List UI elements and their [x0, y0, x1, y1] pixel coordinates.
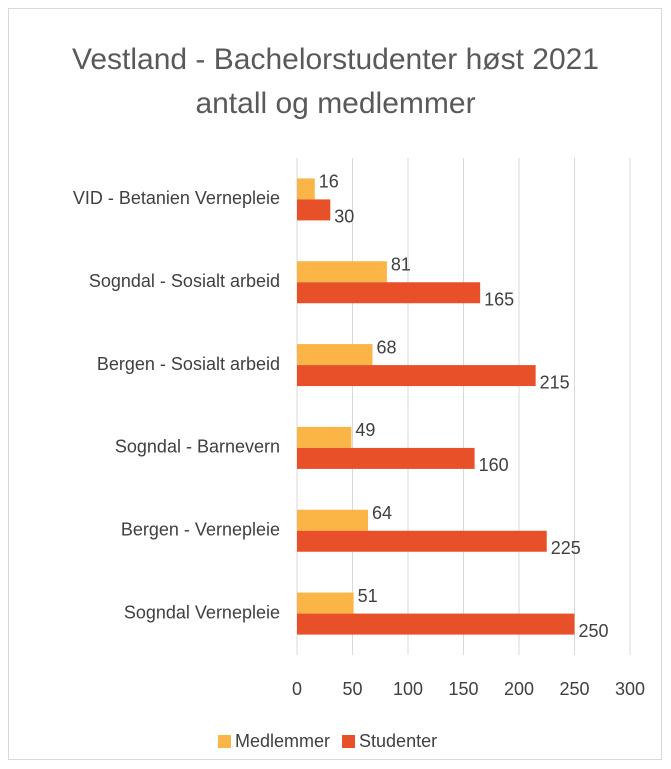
x-tick-label: 250 — [559, 679, 589, 699]
data-label: 64 — [372, 503, 392, 523]
y-tick-label: Sogndal - Barnevern — [115, 437, 280, 457]
x-tick-label: 150 — [448, 679, 478, 699]
y-tick-label: Sogndal - Sosialt arbeid — [89, 271, 280, 291]
x-tick-label: 200 — [504, 679, 534, 699]
bar — [297, 261, 387, 283]
bar — [297, 344, 373, 366]
data-label: 165 — [484, 290, 514, 310]
data-label: 81 — [391, 255, 411, 275]
y-tick-label: VID - Betanien Vernepleie — [73, 188, 280, 208]
legend-swatch — [342, 735, 356, 748]
bar — [297, 447, 475, 469]
chart-title: Vestland - Bachelorstudenter høst 2021 a… — [72, 43, 599, 120]
data-label: 160 — [479, 455, 509, 475]
data-label: 30 — [334, 207, 354, 227]
data-label: 225 — [551, 538, 581, 558]
bar — [297, 199, 331, 221]
x-tick-label: 0 — [292, 679, 302, 699]
y-tick-label: Sogndal Vernepleie — [124, 602, 280, 622]
data-label: 68 — [376, 337, 396, 357]
data-label: 16 — [319, 172, 339, 192]
bar — [297, 426, 352, 448]
x-tick-label: 300 — [615, 679, 645, 699]
y-tick-label: Bergen - Sosialt arbeid — [97, 354, 280, 374]
legend-label: Studenter — [359, 731, 437, 751]
data-label: 49 — [355, 420, 375, 440]
y-tick-label: Bergen - Vernepleie — [121, 520, 280, 540]
x-tick-label: 50 — [342, 679, 362, 699]
legend-swatch — [218, 735, 231, 748]
bar — [297, 509, 369, 531]
bar — [297, 365, 536, 387]
bar — [297, 613, 575, 635]
data-label: 250 — [579, 621, 609, 641]
legend-label: Medlemmer — [235, 731, 330, 751]
bar — [297, 282, 481, 304]
data-label: 51 — [358, 586, 378, 606]
bar — [297, 530, 547, 552]
chart-border — [8, 8, 662, 760]
x-tick-label: 100 — [393, 679, 423, 699]
bar — [297, 178, 315, 200]
bar — [297, 592, 354, 614]
data-label: 215 — [540, 372, 570, 392]
